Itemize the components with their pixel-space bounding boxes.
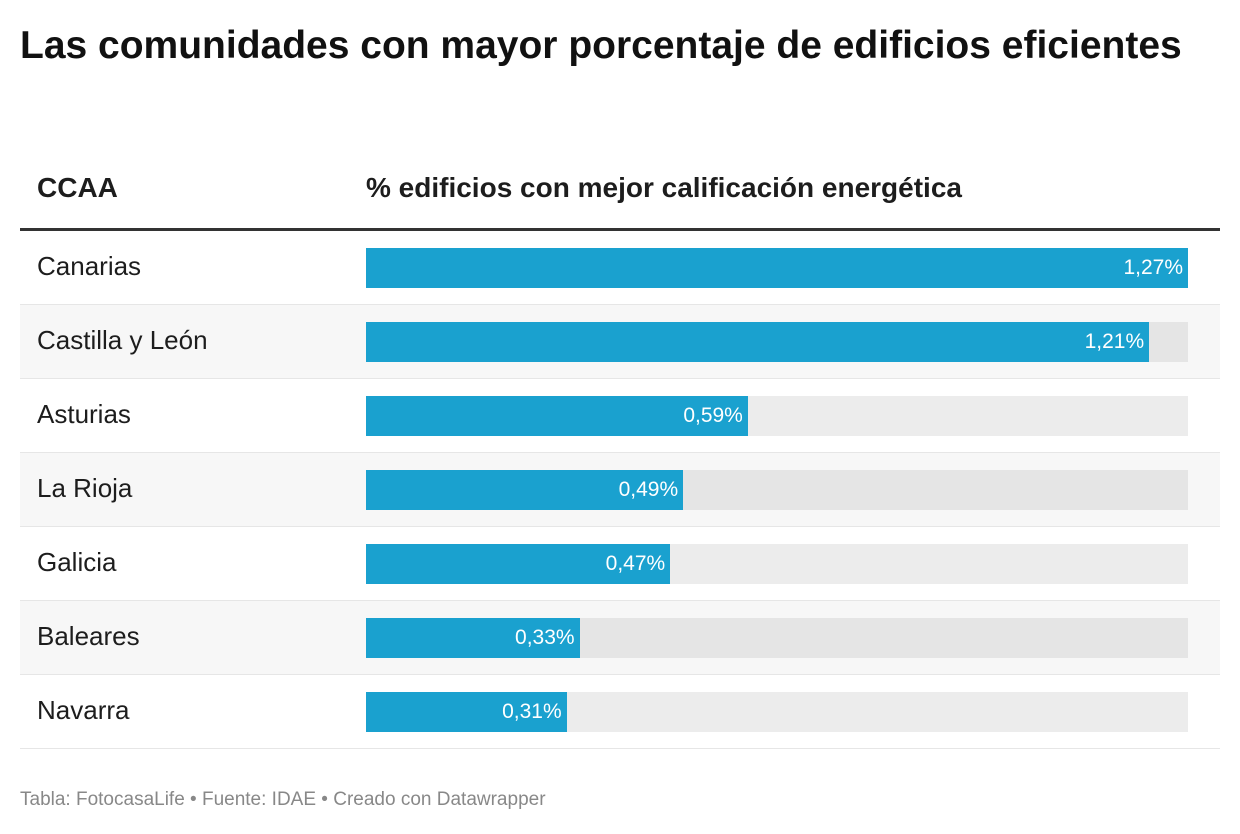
value-label: 0,49%	[618, 478, 679, 501]
region-label: Navarra	[37, 695, 130, 725]
table-row: Navarra 0,31%	[20, 675, 1220, 749]
footer-credits: Tabla: FotocasaLife • Fuente: IDAE • Cre…	[20, 789, 546, 810]
bar-track: 0,49%	[366, 470, 1188, 510]
column-header-ccaa[interactable]: CCAA	[37, 172, 118, 203]
bar: 0,33%	[366, 618, 580, 658]
bar-track: 1,21%	[366, 322, 1188, 362]
bar: 0,59%	[366, 396, 748, 436]
table-row: Asturias 0,59%	[20, 379, 1220, 453]
table-row: Galicia 0,47%	[20, 527, 1220, 601]
region-label: Asturias	[37, 399, 131, 429]
table-row: Canarias 1,27%	[20, 231, 1220, 305]
bar-track: 0,31%	[366, 692, 1188, 732]
column-header-percent[interactable]: % edificios con mejor calificación energ…	[366, 172, 962, 203]
bar-track: 0,33%	[366, 618, 1188, 658]
region-label: Castilla y León	[37, 325, 208, 355]
bar-track: 0,47%	[366, 544, 1188, 584]
bar-track: 0,59%	[366, 396, 1188, 436]
table-row: Baleares 0,33%	[20, 601, 1220, 675]
bar-track: 1,27%	[366, 248, 1188, 288]
bar: 0,31%	[366, 692, 567, 732]
table-row: La Rioja 0,49%	[20, 453, 1220, 527]
bar: 0,49%	[366, 470, 684, 510]
value-label: 0,59%	[683, 404, 743, 427]
value-label: 1,27%	[1123, 256, 1183, 279]
bar: 1,27%	[366, 248, 1188, 288]
value-label: 0,33%	[515, 626, 575, 649]
header-rule	[20, 228, 1220, 231]
value-label: 0,47%	[605, 552, 666, 575]
value-label: 1,21%	[1084, 330, 1145, 353]
region-label: La Rioja	[37, 473, 133, 503]
chart-title: Las comunidades con mayor porcentaje de …	[20, 24, 1182, 67]
bar: 0,47%	[366, 544, 671, 584]
table-row: Castilla y León 1,21%	[20, 305, 1220, 379]
region-label: Canarias	[37, 251, 142, 281]
region-label: Galicia	[37, 547, 117, 577]
value-label: 0,31%	[502, 700, 562, 723]
region-label: Baleares	[37, 621, 140, 651]
bar: 1,21%	[366, 322, 1150, 362]
